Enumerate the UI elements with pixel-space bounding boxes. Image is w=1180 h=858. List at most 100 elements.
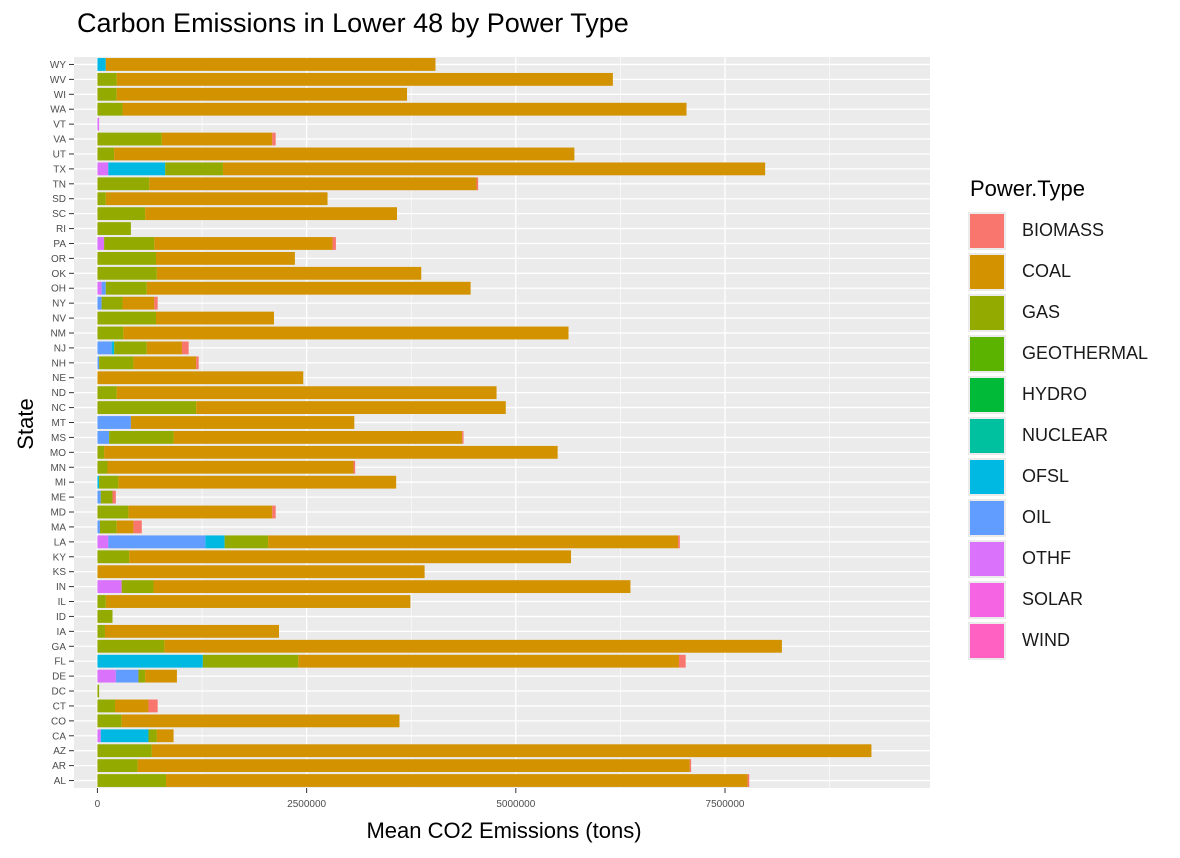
legend-swatch xyxy=(968,416,1006,455)
bar-segment-de-gas xyxy=(138,669,146,683)
legend-swatch xyxy=(968,211,1006,250)
bar-segment-nc-coal xyxy=(196,401,506,414)
legend-item-gas: GAS xyxy=(968,292,1148,333)
bar-segment-tn-biomass xyxy=(476,177,479,191)
legend-swatch xyxy=(968,252,1006,291)
bar-segment-de-coal xyxy=(145,669,177,683)
bar-segment-tx-othf xyxy=(97,162,109,176)
bar-segment-ma-biomass xyxy=(133,520,142,534)
y-tick-label: WV xyxy=(50,75,66,86)
bar-segment-in-gas xyxy=(121,580,154,594)
x-tick-label: 5000000 xyxy=(496,799,535,810)
legend-label: SOLAR xyxy=(1022,589,1084,609)
bar-segment-nd-gas xyxy=(97,386,117,400)
x-tick-label: 7500000 xyxy=(706,799,745,810)
bar-segment-la-gas xyxy=(224,535,269,549)
bar-segment-nc-gas xyxy=(97,401,197,414)
bar-segment-co-coal xyxy=(121,714,400,728)
y-tick-label: NC xyxy=(52,403,66,414)
bar-segment-ar-gas xyxy=(97,759,138,773)
bar-segment-md-biomass xyxy=(272,505,276,519)
bar-segment-tx-gas xyxy=(165,162,223,176)
bar-segment-mi-gas xyxy=(99,475,119,489)
y-tick-label: MO xyxy=(50,448,66,459)
legend-swatch xyxy=(968,375,1006,414)
bar-segment-pa-biomass xyxy=(332,237,336,250)
legend-item-geothermal: GEOTHERMAL xyxy=(968,333,1148,374)
bar-segment-nm-coal xyxy=(123,326,569,340)
y-tick-label: KY xyxy=(53,552,67,563)
bar-segment-wy-coal xyxy=(105,58,436,71)
bar-segment-mi-ofsl xyxy=(97,475,100,489)
bar-segment-ok-coal xyxy=(156,266,422,280)
bar-segment-la-othf xyxy=(97,535,109,549)
bar-segment-wa-coal xyxy=(122,102,687,116)
bar-segment-ky-gas xyxy=(97,550,130,564)
bar-segment-mn-gas xyxy=(97,460,108,474)
bar-segment-ne-coal xyxy=(97,371,304,385)
y-tick-label: MT xyxy=(52,418,66,429)
bar-segment-va-gas xyxy=(97,132,162,146)
bar-segment-ca-othf xyxy=(97,729,101,743)
bar-segment-ga-gas xyxy=(97,639,165,653)
y-tick-label: MN xyxy=(50,463,66,474)
y-tick-label: AR xyxy=(52,761,66,772)
legend-label: WIND xyxy=(1022,630,1070,650)
legend-item-solar: SOLAR xyxy=(968,579,1148,620)
legend-label: BIOMASS xyxy=(1022,220,1105,240)
y-tick-label: GA xyxy=(52,642,67,653)
bar-segment-nj-oil xyxy=(97,341,112,355)
bar-segment-ut-gas xyxy=(97,147,115,161)
legend-swatch xyxy=(968,498,1006,537)
bar-segment-ky-coal xyxy=(129,550,572,564)
bar-segment-wv-gas xyxy=(97,72,117,86)
y-tick-label: CO xyxy=(51,716,66,727)
legend-label: GAS xyxy=(1022,302,1061,322)
bar-segment-oh-othf xyxy=(97,281,102,295)
y-tick-label: NE xyxy=(52,373,66,384)
bar-segment-al-gas xyxy=(97,774,167,787)
legend-item-othf: OTHF xyxy=(968,538,1148,579)
legend-label: OIL xyxy=(1022,507,1052,527)
bar-segment-or-coal xyxy=(156,251,295,265)
y-tick-label: MS xyxy=(51,433,66,444)
y-tick-label: VT xyxy=(53,120,66,131)
bar-segment-in-coal xyxy=(153,580,631,594)
legend-item-nuclear: NUCLEAR xyxy=(968,415,1148,456)
legend-swatch xyxy=(968,334,1006,373)
y-tick-label: OH xyxy=(51,284,66,295)
y-tick-label: VA xyxy=(53,135,66,146)
bar-segment-co-gas xyxy=(97,714,122,728)
y-tick-label: SD xyxy=(52,194,66,205)
bar-segment-nm-gas xyxy=(97,326,124,340)
bar-segment-pa-coal xyxy=(154,237,333,250)
bar-segment-tn-coal xyxy=(149,177,477,191)
y-tick-label: FL xyxy=(54,657,66,668)
y-tick-label: KS xyxy=(53,567,67,578)
legend-label: GEOTHERMAL xyxy=(1022,343,1149,363)
bar-segment-ct-gas xyxy=(97,699,116,713)
bar-segment-la-biomass xyxy=(678,535,680,549)
y-tick-label: IN xyxy=(56,582,66,593)
y-tick-label: MA xyxy=(51,522,66,533)
x-tick-label: 2500000 xyxy=(287,799,326,810)
bar-segment-nj-gas xyxy=(114,341,147,355)
bar-segment-al-biomass xyxy=(747,774,750,787)
y-tick-label: CT xyxy=(53,701,66,712)
x-axis-title: Mean CO2 Emissions (tons) xyxy=(366,818,641,843)
bar-segment-md-gas xyxy=(97,505,129,519)
bar-segment-ok-gas xyxy=(97,266,157,280)
y-tick-label: TX xyxy=(53,164,66,175)
bar-segment-wy-ofsl xyxy=(97,58,106,71)
bar-segment-ia-gas xyxy=(97,624,105,638)
bar-segment-ct-coal xyxy=(115,699,149,713)
y-tick-label: MI xyxy=(55,478,66,489)
legend-item-coal: COAL xyxy=(968,251,1148,292)
y-tick-label: OR xyxy=(51,254,66,265)
legend-label: HYDRO xyxy=(1022,384,1088,404)
bar-segment-fl-gas xyxy=(202,654,299,668)
bar-segment-ma-oil xyxy=(97,520,100,534)
bar-segment-nj-ofsl xyxy=(111,341,115,355)
y-tick-label: ND xyxy=(52,388,66,399)
bar-segment-nd-coal xyxy=(116,386,497,400)
